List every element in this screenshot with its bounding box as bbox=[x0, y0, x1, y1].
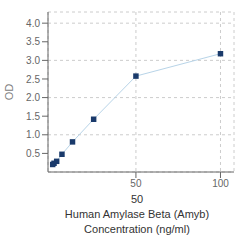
svg-text:4.0: 4.0 bbox=[26, 18, 40, 29]
html-text:50: 50 bbox=[130, 193, 144, 205]
svg-text:3.5: 3.5 bbox=[26, 36, 40, 47]
svg-text:OD: OD bbox=[8, 84, 15, 101]
svg-text:100: 100 bbox=[212, 178, 229, 189]
svg-text:2.0: 2.0 bbox=[26, 92, 40, 103]
html-text:Concentration (ng/ml): Concentration (ng/ml) bbox=[84, 223, 190, 235]
svg-text:50: 50 bbox=[130, 178, 142, 189]
svg-text:1.5: 1.5 bbox=[26, 111, 40, 122]
svg-text:0.5: 0.5 bbox=[26, 148, 40, 159]
html-text:Human Amylase Beta (Amyb): Human Amylase Beta (Amyb) bbox=[64, 208, 210, 220]
svg-text:3.0: 3.0 bbox=[26, 55, 40, 66]
svg-text:2.5: 2.5 bbox=[26, 74, 40, 85]
svg-text:1.0: 1.0 bbox=[26, 129, 40, 140]
